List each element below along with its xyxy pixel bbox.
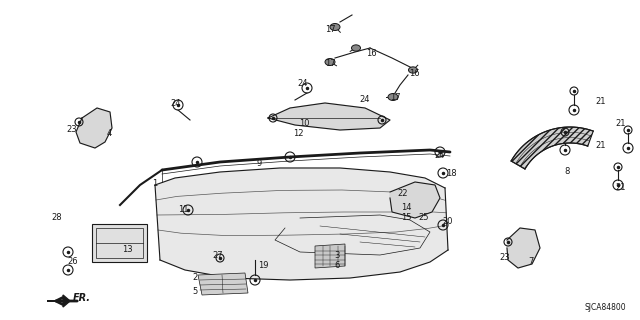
Text: 5: 5 xyxy=(193,286,198,295)
Text: 7: 7 xyxy=(528,257,534,266)
Text: 24: 24 xyxy=(360,95,371,105)
Text: 23: 23 xyxy=(67,125,77,134)
Text: 8: 8 xyxy=(564,167,570,177)
Text: 25: 25 xyxy=(419,213,429,222)
Text: 12: 12 xyxy=(292,129,303,138)
Text: 13: 13 xyxy=(122,244,132,253)
Text: 17: 17 xyxy=(324,60,335,68)
Text: 19: 19 xyxy=(258,260,268,269)
Text: 27: 27 xyxy=(212,251,223,260)
Text: 1: 1 xyxy=(152,179,157,188)
Text: 17: 17 xyxy=(390,92,400,101)
Text: 21: 21 xyxy=(596,140,606,149)
Text: 28: 28 xyxy=(52,212,62,221)
Bar xyxy=(96,228,143,258)
Text: 17: 17 xyxy=(324,26,335,35)
Text: 22: 22 xyxy=(397,188,408,197)
Text: 10: 10 xyxy=(299,118,309,127)
Bar xyxy=(92,224,147,262)
Text: 2: 2 xyxy=(193,274,198,283)
Text: FR.: FR. xyxy=(73,293,91,303)
Text: 16: 16 xyxy=(409,69,419,78)
Ellipse shape xyxy=(388,93,398,100)
Text: 23: 23 xyxy=(500,253,510,262)
Polygon shape xyxy=(390,182,440,218)
Text: 16: 16 xyxy=(365,50,376,59)
Polygon shape xyxy=(76,108,112,148)
Text: 21: 21 xyxy=(616,182,627,191)
Polygon shape xyxy=(155,168,448,280)
Ellipse shape xyxy=(408,67,417,73)
Text: SJCA84800: SJCA84800 xyxy=(584,303,626,312)
Ellipse shape xyxy=(325,59,335,66)
Text: 15: 15 xyxy=(401,213,412,222)
Text: 3: 3 xyxy=(334,251,340,260)
Text: 6: 6 xyxy=(334,260,340,269)
Text: 21: 21 xyxy=(616,118,627,127)
Text: 20: 20 xyxy=(443,218,453,227)
Text: 26: 26 xyxy=(68,258,78,267)
Ellipse shape xyxy=(330,23,340,30)
Text: 21: 21 xyxy=(596,97,606,106)
Polygon shape xyxy=(198,273,248,295)
Text: 18: 18 xyxy=(445,169,456,178)
PathPatch shape xyxy=(511,127,593,169)
Text: 14: 14 xyxy=(401,204,412,212)
Polygon shape xyxy=(268,103,390,130)
Text: 24: 24 xyxy=(435,150,445,159)
Text: 11: 11 xyxy=(178,205,188,214)
Text: 24: 24 xyxy=(298,78,308,87)
Ellipse shape xyxy=(351,45,360,51)
Polygon shape xyxy=(47,295,70,307)
Polygon shape xyxy=(507,228,540,268)
Text: 24: 24 xyxy=(171,99,181,108)
Text: 4: 4 xyxy=(106,129,111,138)
Text: 9: 9 xyxy=(257,158,262,167)
Polygon shape xyxy=(315,244,345,268)
